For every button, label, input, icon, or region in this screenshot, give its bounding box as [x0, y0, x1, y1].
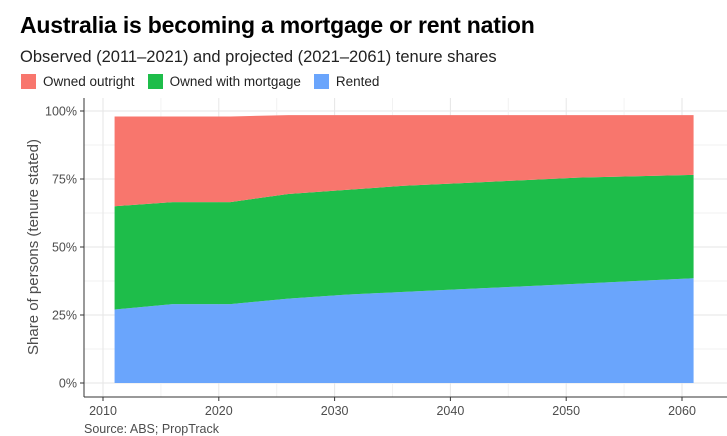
chart-subtitle: Observed (2011–2021) and projected (2021… [20, 48, 497, 66]
x-tick-label: 2010 [89, 404, 117, 418]
x-tick-label: 2040 [436, 404, 464, 418]
y-tick-label: 75% [52, 173, 77, 187]
area-series-owned-outright [114, 115, 694, 207]
legend-swatch-owned-outright [21, 74, 36, 89]
y-tick-label: 100% [45, 105, 77, 119]
x-tick-label: 2020 [205, 404, 233, 418]
legend-label-rented: Rented [335, 74, 380, 89]
legend-item-owned-with-mortgage: Owned with mortgage [147, 74, 301, 89]
x-tick-label: 2060 [668, 404, 696, 418]
legend: Owned outright Owned with mortgage Rente… [21, 74, 392, 89]
source-note: Source: ABS; PropTrack [84, 422, 220, 436]
legend-swatch-rented [313, 74, 329, 89]
legend-swatch-owned-with-mortgage [147, 74, 163, 89]
area-series-owned-with-mortgage [114, 174, 694, 310]
x-tick-label: 2030 [321, 404, 349, 418]
legend-item-owned-outright: Owned outright [21, 74, 135, 89]
y-tick-label: 25% [52, 309, 77, 323]
y-axis-title: Share of persons (tenure stated) [25, 139, 42, 355]
area-layer [114, 115, 694, 383]
area-series-rented [114, 278, 694, 383]
axis-layer: 0% 25% 50% 75% 100% 2010 2020 2030 2040 2050 2060 [45, 98, 727, 418]
legend-label-owned-outright: Owned outright [43, 74, 135, 89]
legend-label-owned-with-mortgage: Owned with mortgage [169, 74, 301, 89]
y-tick-label: 0% [59, 377, 77, 391]
legend-item-rented: Rented [313, 74, 380, 89]
chart-title: Australia is becoming a mortgage or rent… [20, 12, 535, 38]
y-tick-label: 50% [52, 241, 77, 255]
x-tick-label: 2050 [552, 404, 580, 418]
